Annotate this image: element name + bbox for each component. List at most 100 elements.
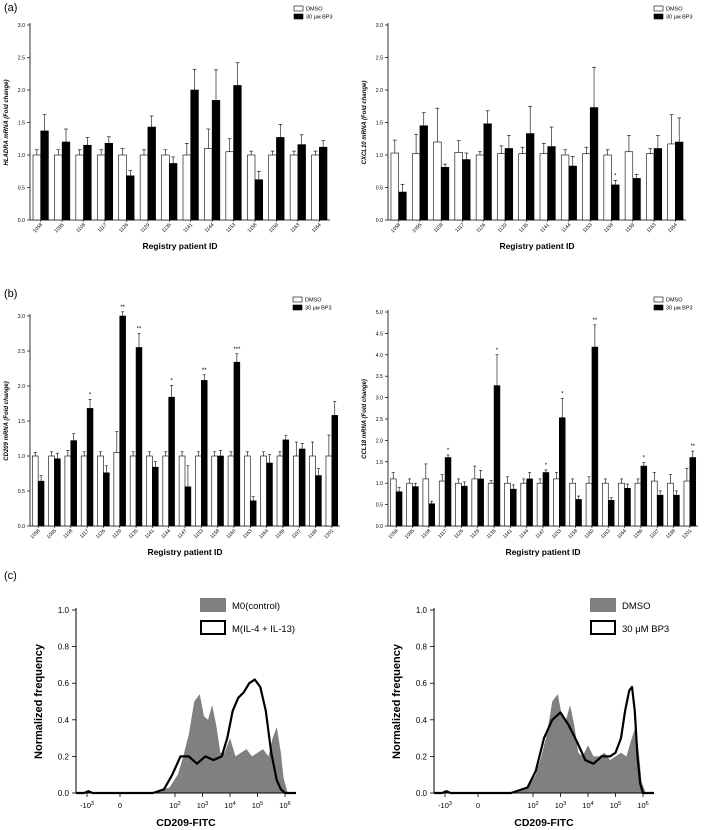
y-tick-label: 5.0	[376, 310, 383, 316]
x-tick-label: 1129	[469, 528, 481, 540]
bp3-bar	[624, 488, 631, 527]
legend-swatch-dmso	[653, 296, 664, 303]
y-axis-label: CD209 mRNA (Fold change)	[4, 381, 10, 460]
bp3-bar	[201, 380, 208, 527]
x-tick-label: 1158	[603, 222, 615, 234]
x-tick-label: 1198	[307, 528, 319, 540]
x-tick-label: 106	[637, 801, 648, 810]
bp3-bar	[395, 491, 403, 527]
dmso-bar	[54, 154, 63, 221]
bp3-bar	[37, 480, 45, 527]
significance-marker: **	[120, 305, 125, 311]
x-tick-label: 1159	[624, 222, 636, 234]
y-tick-label: 1.0	[58, 606, 70, 615]
bp3-bar	[54, 458, 61, 527]
dmso-bar	[683, 480, 691, 527]
dmso-bar	[585, 482, 593, 527]
dmso-bar	[602, 482, 609, 527]
bp3-bar	[70, 440, 77, 527]
y-axis-label: CCL18 mRNA (Fold change)	[362, 379, 368, 459]
legend-swatch-line	[590, 620, 616, 635]
x-tick-label: 1129	[111, 528, 123, 540]
bp3-bar	[477, 478, 484, 527]
y-tick-label: 2.5	[376, 56, 383, 62]
dmso-bar	[246, 154, 256, 221]
bp3-bar	[412, 486, 419, 527]
x-tick-label: 105	[252, 801, 263, 810]
significance-marker: **	[690, 444, 695, 450]
bp3-bar	[147, 126, 156, 221]
y-tick-label: 0.0	[376, 524, 383, 530]
y-tick-label: 3.5	[376, 374, 383, 380]
x-tick-label: 1135	[128, 528, 140, 540]
dmso-bar	[634, 482, 642, 527]
dmso-bar	[227, 455, 235, 527]
x-tick-label: 104	[582, 801, 593, 810]
y-tick-label: 2.0	[18, 384, 25, 390]
bp3-bar	[297, 144, 306, 221]
legend-label-bp3: 30 μм BP3	[666, 306, 693, 312]
x-tick-label: 1126	[475, 222, 487, 234]
x-tick-label: 1163	[600, 528, 612, 540]
dmso-bar	[389, 478, 397, 527]
y-tick-label: 0.2	[58, 752, 70, 761]
dmso-bar	[244, 455, 251, 527]
bp3-bar	[152, 466, 159, 527]
hladra-bar-chart: 0.0 0.5 1.0 1.5 2.0 2.5 3.0 HLADRA mRNA (Fold c…	[4, 5, 333, 251]
y-tick-label: 1.0	[18, 153, 25, 159]
bp3-bar	[282, 439, 290, 527]
x-tick-label: 1095	[53, 222, 65, 234]
y-tick-label: 3.0	[18, 314, 25, 320]
dmso-bar	[406, 482, 413, 527]
dmso-bar	[455, 482, 462, 527]
y-tick-label: 0.2	[416, 752, 428, 761]
dmso-bar	[422, 478, 430, 527]
y-tick-label: 0.0	[18, 524, 25, 530]
x-tick-label: 1108	[433, 222, 445, 234]
legend-swatch-dmso	[292, 296, 303, 303]
bp3-bar	[607, 500, 615, 527]
bp3-bar	[653, 148, 663, 221]
x-tick-label: 1153	[193, 528, 205, 540]
dmso-bar	[603, 154, 612, 221]
dmso-bar	[178, 455, 186, 527]
y-tick-label: 2.0	[18, 88, 25, 94]
dmso-bar	[293, 455, 300, 527]
dmso-bar	[268, 154, 277, 221]
bp3-bar	[483, 123, 492, 221]
legend-swatch-filled	[590, 598, 616, 612]
y-tick-label: 1.5	[18, 121, 25, 127]
cd209-bar-chart: 0.0 0.5 1.0 1.5 2.0 2.5 3.0 CD209 mRNA (Fold ch…	[4, 296, 340, 557]
bp3-bar	[40, 130, 49, 221]
bp3-bar	[591, 346, 599, 527]
x-tick-label: 1201	[681, 528, 693, 540]
bp3-bar	[126, 175, 135, 221]
bp3-bar	[493, 385, 501, 527]
y-tick-label: 3.0	[376, 23, 383, 29]
bp3-bar	[656, 494, 664, 527]
x-tick-label: 1158	[209, 528, 221, 540]
x-tick-label: 1117	[79, 528, 91, 540]
x-tick-label: 1129	[139, 222, 151, 234]
y-tick-label: 0.5	[376, 186, 383, 192]
dmso-bar	[260, 455, 267, 527]
x-tick-label: -103	[80, 801, 94, 810]
x-tick-label: 1135	[518, 222, 530, 234]
dmso-bar	[624, 151, 634, 221]
x-tick-label: 1129	[497, 222, 509, 234]
bp3-bar	[103, 472, 110, 527]
x-tick-label: 1147	[177, 528, 189, 540]
y-tick-label: 2.5	[18, 349, 25, 355]
x-tick-label: 104	[224, 801, 235, 810]
x-tick-label: 1135	[486, 528, 498, 540]
y-tick-label: 1.0	[376, 153, 383, 159]
y-axis-label: Normalized frequency	[391, 643, 403, 759]
x-tick-label: 1095	[404, 528, 416, 540]
dmso-bar	[618, 482, 625, 527]
y-tick-label: 4.5	[376, 331, 383, 337]
y-tick-label: 1.0	[376, 481, 383, 487]
bp3-bar	[168, 396, 175, 527]
bp3-bar	[217, 455, 224, 527]
y-tick-label: 0.8	[416, 643, 428, 652]
y-axis-label: Normalized frequency	[33, 643, 45, 759]
